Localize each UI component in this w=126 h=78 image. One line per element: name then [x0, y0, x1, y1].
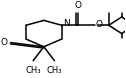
- Text: N: N: [63, 19, 70, 28]
- Text: O: O: [75, 1, 82, 10]
- Text: O: O: [1, 38, 8, 47]
- Text: CH₃: CH₃: [25, 66, 41, 74]
- Text: CH₃: CH₃: [47, 66, 62, 74]
- Text: O: O: [95, 20, 102, 29]
